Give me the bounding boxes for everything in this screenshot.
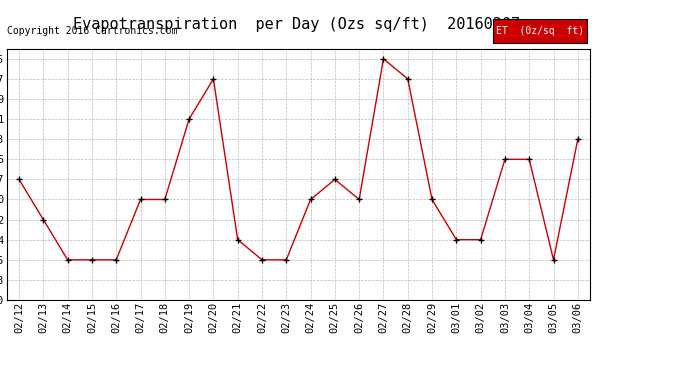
Text: ET  (0z/sq  ft): ET (0z/sq ft): [496, 26, 584, 36]
Text: Copyright 2016 Cartronics.com: Copyright 2016 Cartronics.com: [7, 26, 177, 36]
Text: Evapotranspiration  per Day (Ozs sq/ft)  20160307: Evapotranspiration per Day (Ozs sq/ft) 2…: [73, 17, 520, 32]
